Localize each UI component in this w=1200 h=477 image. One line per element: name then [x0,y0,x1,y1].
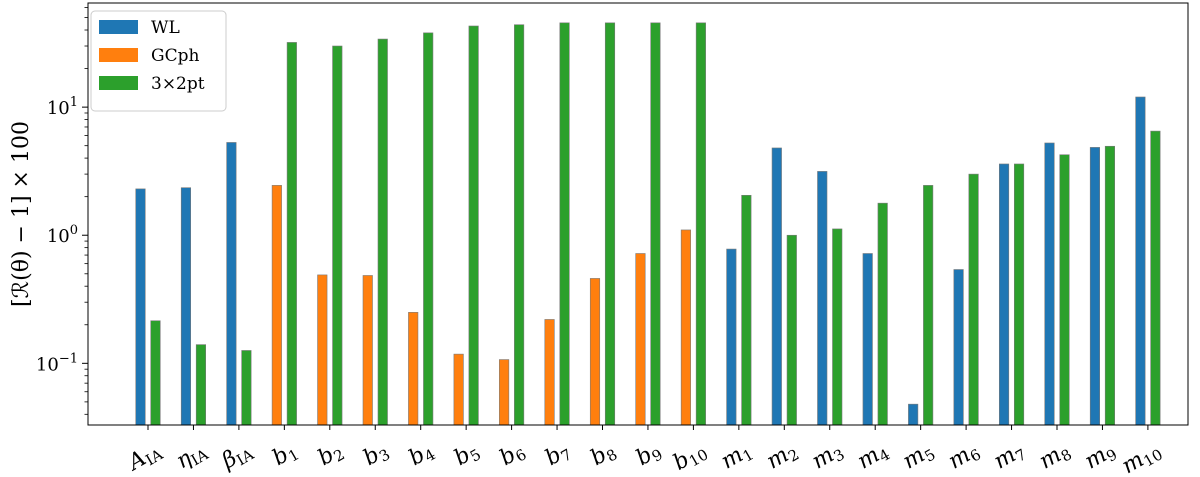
bar-WL-21 [1044,142,1055,426]
bar-32pt-18 [923,185,934,426]
bar-WL-18 [908,403,919,426]
bar-32pt-21 [1059,154,1070,426]
bar-32pt-5 [332,45,343,426]
bar-32pt-10 [559,22,570,426]
x-tick-label: AIA [122,437,166,477]
x-tick-label: m8 [1035,438,1075,477]
bar-GCph-13 [680,229,691,426]
x-tick-label: b2 [314,438,348,473]
bar-32pt-4 [286,42,297,426]
y-tick-label: 100 [47,223,78,247]
x-tick-label: b3 [359,438,393,473]
x-tick-label: m3 [808,438,848,477]
bar-32pt-13 [695,22,706,426]
bar-32pt-6 [377,38,388,426]
x-tick-label: m9 [1081,438,1121,477]
x-tick-label: b1 [268,438,302,473]
bar-32pt-15 [786,234,797,426]
y-tick-label: 101 [47,95,78,119]
x-tick-label: b5 [450,438,484,473]
bar-GCph-7 [408,312,419,426]
bar-32pt-11 [604,22,616,426]
legend: WL GCph 3×2pt [90,10,227,112]
bar-32pt-3 [241,350,252,426]
x-tick-label: b8 [587,438,621,473]
bar-32pt-19 [968,173,979,426]
legend-swatch [99,76,138,90]
x-tick-label: m2 [762,438,802,477]
y-axis-label: [ℛ(θ) − 1] × 100 [9,121,34,307]
bar-GCph-5 [317,274,328,426]
bar-32pt-17 [877,202,888,426]
bar-GCph-10 [544,319,555,426]
bar-GCph-9 [499,359,510,426]
y-tick-label: 10−1 [36,351,78,375]
x-tick-label: ηIA [172,437,212,475]
x-tick-label: b10 [669,438,711,477]
x-axis: AIA ηIA βIA b1 b2 b3 b4 b5 b6 b7 b8 b9 b10 m1 m2 m3 m4 m5… [122,425,1166,477]
bar-GCph-4 [271,185,282,426]
bar-32pt-2 [195,344,206,426]
bar-WL-22 [1089,147,1100,426]
bar-GCph-8 [453,353,464,426]
x-tick-label: m1 [717,438,757,477]
bar-GCph-12 [635,253,646,426]
plot-frame [87,2,1189,426]
x-tick-label: m4 [853,438,893,477]
bar-32pt-23 [1150,130,1161,426]
legend-label: WL [151,18,180,38]
bar-WL-16 [817,171,828,426]
bars-layer [135,22,1161,426]
x-tick-label: m6 [944,438,984,477]
y-axis: 10−1 100 101 [36,7,88,415]
x-tick-label: b4 [405,438,439,473]
bar-WL-19 [953,269,964,426]
x-tick-label: b9 [632,438,666,473]
x-tick-label: b6 [496,438,530,473]
x-tick-label: m5 [899,438,939,477]
x-tick-label: m7 [990,438,1030,477]
legend-swatch [99,20,138,34]
bar-WL-1 [135,188,146,426]
bar-32pt-22 [1104,145,1115,426]
legend-label: GCph [151,46,199,66]
legend-label: 3×2pt [151,74,205,94]
bar-32pt-12 [650,22,661,426]
bar-32pt-20 [1013,163,1025,426]
legend-swatch [99,48,138,62]
bar-WL-23 [1135,96,1146,426]
bar-32pt-1 [150,320,161,426]
bar-WL-20 [998,163,1010,426]
x-tick-label: βIA [217,437,257,476]
bar-32pt-7 [423,32,434,426]
x-tick-label: m10 [1118,438,1166,477]
bar-GCph-6 [362,275,373,426]
bar-WL-17 [862,253,873,426]
bar-32pt-9 [514,24,525,426]
bar-32pt-16 [832,228,843,426]
bar-WL-15 [771,147,782,426]
bar-GCph-11 [589,278,601,426]
bar-WL-3 [226,142,237,426]
bar-32pt-14 [741,194,752,426]
x-tick-label: b7 [541,438,575,473]
bar-32pt-8 [468,25,479,426]
bar-WL-2 [180,187,191,426]
bar-WL-14 [726,248,737,426]
